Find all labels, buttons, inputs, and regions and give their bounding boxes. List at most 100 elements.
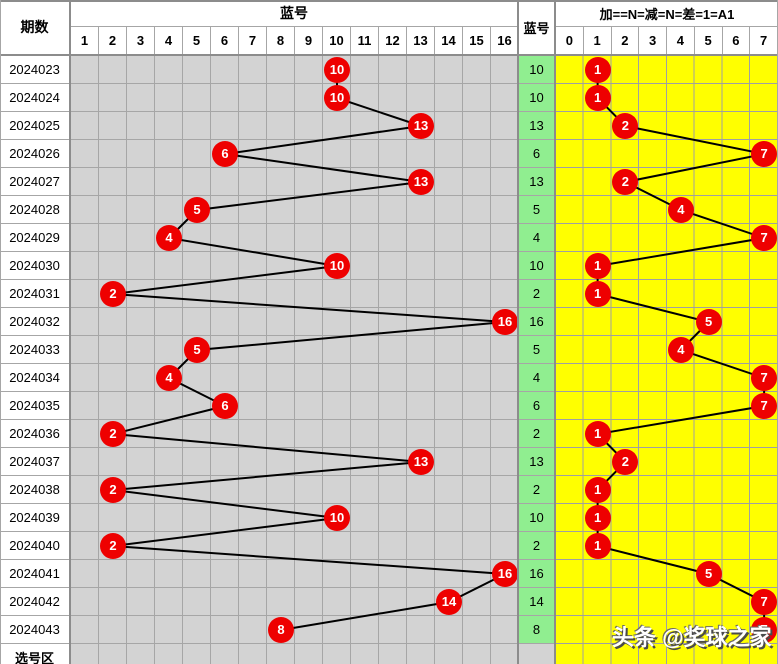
watermark: 头条 @奖球之家 — [612, 625, 772, 650]
period-label: 2024034 — [0, 364, 69, 392]
period-label: 2024031 — [0, 280, 69, 308]
blue-ball: 4 — [156, 225, 182, 251]
a1-ball: 4 — [667, 337, 694, 363]
a1-ball: 1 — [584, 57, 611, 83]
right-col-header: 1 — [583, 27, 612, 54]
blue-col-header: 10 — [323, 27, 351, 54]
blue-col-header: 16 — [491, 27, 519, 54]
blue-ball: 2 — [100, 477, 126, 503]
a1-ball: 1 — [584, 533, 611, 559]
left-border — [0, 0, 1, 664]
blue-value-cell: 10 — [519, 252, 554, 280]
blue-ball: 8 — [268, 617, 294, 643]
period-label: 2024024 — [0, 84, 69, 112]
period-label: 2024043 — [0, 616, 69, 644]
blue-value-cell: 5 — [519, 336, 554, 364]
period-label: 2024026 — [0, 140, 69, 168]
blue-value-cell: 4 — [519, 224, 554, 252]
blue-ball: 6 — [212, 141, 238, 167]
blue-col-header: 4 — [155, 27, 183, 54]
header-bottom-border — [0, 54, 778, 56]
a1-ball: 2 — [612, 449, 639, 475]
period-label: 2024037 — [0, 448, 69, 476]
blue-ball: 16 — [492, 561, 518, 587]
a1-ball: 7 — [751, 393, 778, 419]
a1-ball: 1 — [584, 85, 611, 111]
blue-ball: 13 — [408, 113, 434, 139]
blue-value-cell: 6 — [519, 140, 554, 168]
period-label: 2024029 — [0, 224, 69, 252]
green-column-left-border — [517, 0, 519, 664]
blue-ball: 16 — [492, 309, 518, 335]
blue-col-header: 14 — [435, 27, 463, 54]
blue-ball: 14 — [436, 589, 462, 615]
period-label: 2024042 — [0, 588, 69, 616]
a1-ball: 2 — [612, 169, 639, 195]
blue-ball: 4 — [156, 365, 182, 391]
a1-ball: 7 — [751, 225, 778, 251]
right-col-header: 0 — [556, 27, 584, 54]
blue-ball: 5 — [184, 337, 210, 363]
blue-group-header: 蓝号 — [71, 0, 517, 27]
blue-value-cell: 2 — [519, 420, 554, 448]
period-label: 2024040 — [0, 532, 69, 560]
right-col-header: 6 — [722, 27, 751, 54]
blue-ball: 2 — [100, 281, 126, 307]
blue-col-header: 7 — [239, 27, 267, 54]
blue-value-cell: 4 — [519, 364, 554, 392]
blue-value-cell: 14 — [519, 588, 554, 616]
a1-ball: 1 — [584, 477, 611, 503]
a1-ball: 5 — [695, 309, 722, 335]
period-label: 2024033 — [0, 336, 69, 364]
blue-value-cell: 8 — [519, 616, 554, 644]
blue-value-cell: 10 — [519, 504, 554, 532]
period-label: 2024023 — [0, 56, 69, 84]
right-col-header: 3 — [639, 27, 667, 54]
blue-value-cell: 5 — [519, 196, 554, 224]
blue-col-header: 12 — [379, 27, 407, 54]
a1-ball: 1 — [584, 281, 611, 307]
blue-ball: 5 — [184, 197, 210, 223]
blue-ball: 2 — [100, 421, 126, 447]
blue-col-header: 3 — [127, 27, 155, 54]
a1-ball: 5 — [695, 561, 722, 587]
blue-ball: 2 — [100, 533, 126, 559]
right-col-header: 4 — [667, 27, 695, 54]
blue-value-cell: 10 — [519, 84, 554, 112]
right-grid — [556, 56, 778, 664]
a1-ball: 4 — [667, 197, 694, 223]
blue-grid — [71, 56, 517, 664]
period-label: 2024032 — [0, 308, 69, 336]
blue-value-cell: 13 — [519, 448, 554, 476]
period-header: 期数 — [0, 0, 69, 54]
blue-col-header: 15 — [463, 27, 491, 54]
a1-ball: 1 — [584, 505, 611, 531]
period-label: 2024025 — [0, 112, 69, 140]
blue-value-header: 蓝号 — [519, 0, 554, 54]
blue-col-header: 2 — [99, 27, 127, 54]
blue-col-header: 5 — [183, 27, 211, 54]
blue-col-header: 6 — [211, 27, 239, 54]
right-col-header: 2 — [611, 27, 640, 54]
blue-value-cell: 2 — [519, 476, 554, 504]
period-label: 2024041 — [0, 560, 69, 588]
footer-value-cell — [519, 644, 554, 664]
top-border — [0, 0, 778, 2]
green-column-right-border — [554, 0, 556, 664]
blue-ball: 13 — [408, 169, 434, 195]
a1-ball: 1 — [584, 421, 611, 447]
period-label: 2024039 — [0, 504, 69, 532]
blue-value-cell: 13 — [519, 168, 554, 196]
blue-ball: 13 — [408, 449, 434, 475]
blue-col-header: 13 — [407, 27, 435, 54]
right-group-header: 加==N=减=N=差=1=A1 — [556, 0, 778, 27]
blue-value-cell: 16 — [519, 560, 554, 588]
blue-value-cell: 13 — [519, 112, 554, 140]
blue-ball: 10 — [324, 505, 350, 531]
a1-ball: 7 — [751, 141, 778, 167]
footer-label: 选号区 — [0, 644, 69, 664]
blue-value-cell: 2 — [519, 532, 554, 560]
blue-ball: 6 — [212, 393, 238, 419]
blue-ball: 10 — [324, 85, 350, 111]
